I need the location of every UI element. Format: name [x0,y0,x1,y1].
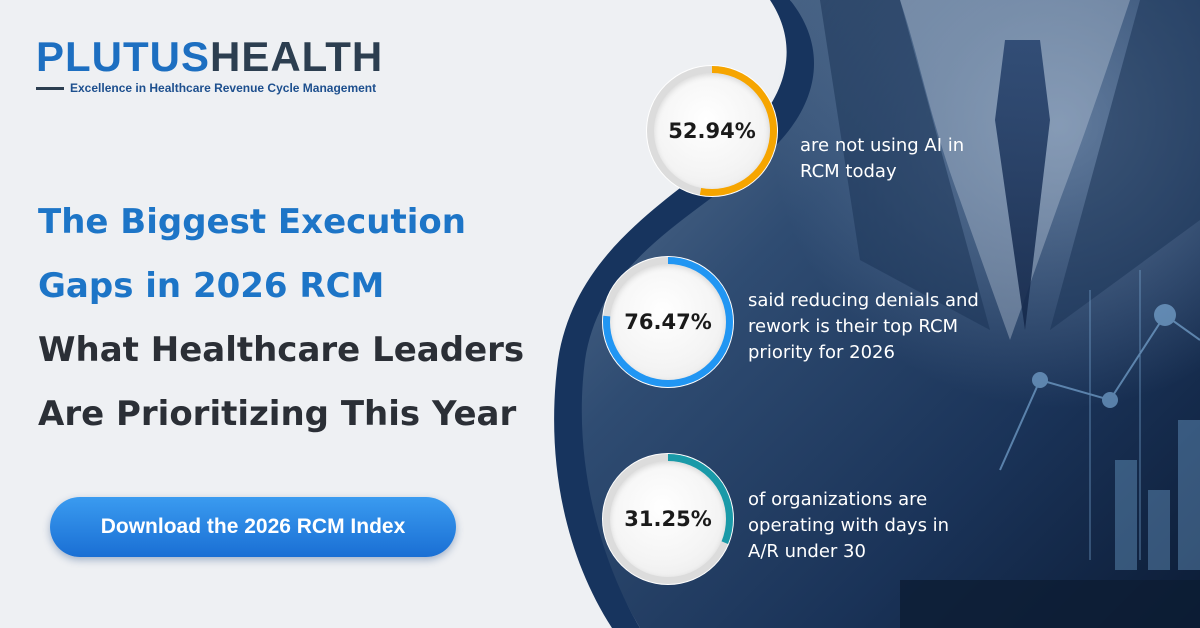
headline: The Biggest Execution Gaps in 2026 RCM W… [38,190,558,446]
tagline-dash [36,86,64,90]
stat-1-value: 52.94% [668,119,756,143]
stat-2-text: said reducing denials and rework is thei… [748,290,979,363]
stat-2-value: 76.47% [624,310,712,334]
download-index-button[interactable]: Download the 2026 RCM Index [50,497,456,557]
logo-wordmark: PLUTUSHEALTH [36,36,383,78]
download-index-button-label: Download the 2026 RCM Index [100,515,406,538]
logo-tagline-row: Excellence in Healthcare Revenue Cycle M… [36,81,383,95]
lapel-right [1050,0,1200,330]
bar-decoration [1115,420,1200,570]
stat-3-center: 31.25% [610,461,726,577]
stat-3-text: of organizations are operating with days… [748,489,950,562]
stat-1-center: 52.94% [654,73,770,189]
logo-part-2: HEALTH [210,33,384,80]
lapel-left [820,0,990,330]
stat-3-value: 31.25% [624,507,712,531]
headline-line-2: Gaps in 2026 RCM [38,266,385,306]
chart-decoration [999,270,1200,560]
stat-2-center: 76.47% [610,264,726,380]
headline-line-4: Are Prioritizing This Year [38,394,517,434]
logo: PLUTUSHEALTH Excellence in Healthcare Re… [36,36,383,95]
laptop-edge [900,580,1200,628]
headline-line-1: The Biggest Execution [38,202,466,242]
logo-part-1: PLUTUS [36,33,210,80]
headline-line-3: What Healthcare Leaders [38,330,525,370]
logo-tagline: Excellence in Healthcare Revenue Cycle M… [70,81,377,95]
stat-1-text: are not using AI in RCM today [800,135,965,182]
tie-shape [995,40,1050,330]
